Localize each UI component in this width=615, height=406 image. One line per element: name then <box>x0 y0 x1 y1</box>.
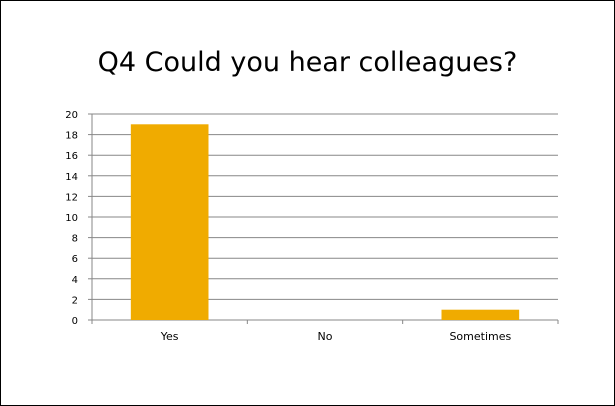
y-tick-label: 12 <box>65 192 78 203</box>
y-tick-label: 10 <box>65 213 78 224</box>
y-tick-label: 20 <box>65 110 78 121</box>
y-tick-label: 14 <box>65 172 78 183</box>
y-tick-label: 2 <box>72 295 78 306</box>
x-tick-label: Yes <box>160 330 179 343</box>
chart-title: Q4 Could you hear colleagues? <box>97 47 518 78</box>
y-tick-label: 18 <box>65 131 78 142</box>
bar-sometimes <box>441 309 520 320</box>
y-tick-label: 0 <box>72 316 78 327</box>
y-tick-label: 16 <box>65 151 78 162</box>
x-tick-label: Sometimes <box>449 330 511 343</box>
bar-yes <box>130 124 209 320</box>
x-tick-label: No <box>318 330 333 343</box>
y-tick-label: 4 <box>72 275 78 286</box>
y-tick-label: 8 <box>72 234 78 245</box>
y-tick-label: 6 <box>72 254 78 265</box>
